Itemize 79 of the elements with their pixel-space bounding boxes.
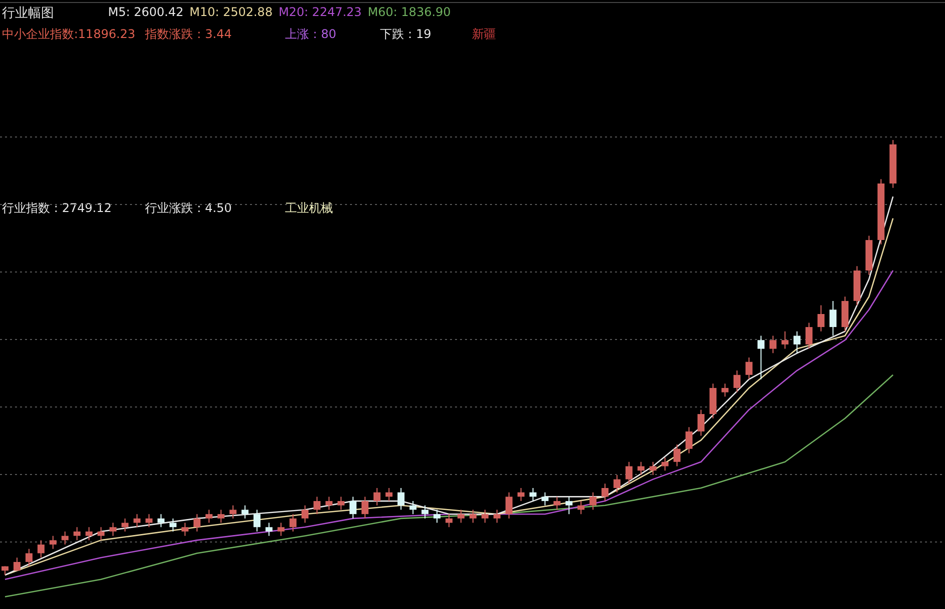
candlestick (638, 461, 644, 476)
candlestick (470, 509, 476, 524)
candlestick (590, 492, 596, 510)
candlestick (734, 370, 740, 393)
candlestick (398, 488, 404, 510)
candlestick (350, 496, 356, 519)
candlestick (518, 488, 524, 502)
candlestick (602, 483, 608, 502)
candlestick (722, 383, 728, 398)
text: M60: 1836.90 (368, 5, 451, 19)
candlestick (158, 514, 164, 528)
candlestick (254, 509, 260, 532)
candlestick (554, 496, 560, 510)
candlestick (614, 474, 620, 493)
candlestick (626, 461, 632, 484)
candlestick (758, 335, 764, 380)
candlestick (98, 526, 104, 541)
candlestick (182, 522, 188, 536)
candlestick (266, 522, 272, 536)
candlestick (830, 300, 836, 336)
candlestick (494, 509, 500, 524)
candlestick (674, 444, 680, 467)
candlestick (278, 522, 284, 536)
candlestick (578, 500, 584, 515)
candlestick (698, 409, 704, 436)
candlestick (194, 514, 200, 532)
candlestick (686, 426, 692, 454)
candlestick (746, 357, 752, 380)
candlestick (110, 522, 116, 536)
candlestick (302, 504, 308, 524)
candlestick (314, 496, 320, 515)
candlestick (386, 488, 392, 502)
text: 指数涨跌：3.44 (145, 26, 232, 43)
candlestick (122, 518, 128, 532)
candlestick (74, 526, 80, 541)
candlestick (362, 496, 368, 519)
candlestick (206, 509, 212, 524)
annotation: 行业涨跌：4.50 (145, 200, 232, 217)
candlestick (62, 531, 68, 546)
candlestick (662, 457, 668, 472)
candlestick (326, 496, 332, 510)
candlestick (422, 504, 428, 519)
text: 上涨：80 (285, 26, 336, 43)
candlestick (170, 518, 176, 532)
text: 下跌：19 (380, 26, 432, 43)
candlestick (146, 514, 152, 528)
candlestick (134, 514, 140, 528)
candlestick (290, 514, 296, 532)
candlestick (542, 492, 548, 506)
candlestick (218, 509, 224, 524)
candlestick (242, 504, 248, 519)
candlestick (566, 496, 572, 515)
candlestick (26, 548, 32, 567)
candlestick (530, 488, 536, 502)
candlestick (230, 504, 236, 519)
candlestick (650, 461, 656, 476)
candlestick (410, 500, 416, 515)
candlestick (818, 304, 824, 332)
text: M20: 2247.23 (278, 5, 362, 19)
text: 中小企业指数:11896.23 (2, 26, 136, 43)
candlestick (806, 322, 812, 350)
candlestick (482, 509, 488, 524)
candlestick (794, 330, 800, 354)
text: M5: 2600.42 (108, 5, 184, 19)
candlestick (458, 509, 464, 524)
candlestick (14, 557, 20, 572)
candlestick (374, 488, 380, 506)
candlestick (38, 540, 44, 558)
candlestick (86, 526, 92, 541)
text: 新疆 (472, 26, 496, 43)
candlestick (434, 509, 440, 524)
chart-title: 行业幅图 (2, 5, 54, 22)
candlestick (770, 335, 776, 354)
candlestick (50, 535, 56, 550)
candlestick (446, 514, 452, 528)
candlestick (506, 492, 512, 519)
text: M10: 2502.88 (189, 5, 273, 19)
candlestick (782, 330, 788, 350)
candlestick (338, 496, 344, 510)
